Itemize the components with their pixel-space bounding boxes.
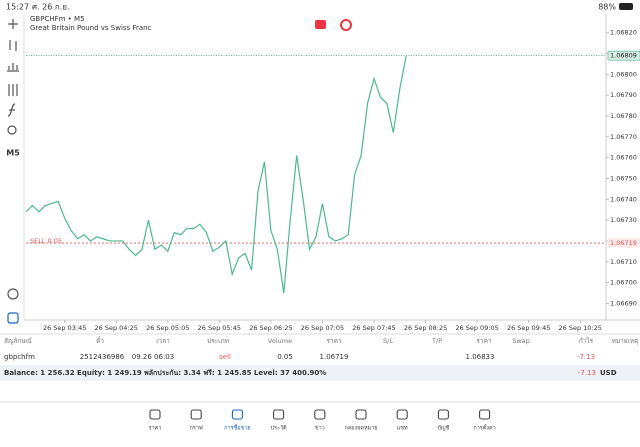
table-cell: 1.06833	[466, 353, 495, 361]
y-tick-label: 1.06820	[610, 29, 637, 37]
table-header: S/L	[383, 337, 393, 345]
nav-label[interactable]: แชท	[397, 425, 408, 432]
y-tick-label: 1.06690	[610, 299, 637, 307]
y-tick-label: 1.06700	[610, 279, 637, 287]
tool-trade[interactable]	[7, 312, 19, 324]
nav-label[interactable]: การซื้อขาย	[224, 424, 250, 432]
nav-icon[interactable]	[190, 409, 202, 420]
x-tick-label: 26 Sep 05:05	[146, 324, 189, 332]
nav-label[interactable]: กราฟ	[190, 425, 203, 432]
nav-label[interactable]: การตั้งค่า	[473, 424, 495, 432]
nav-label[interactable]: ประวัติ	[271, 425, 287, 432]
table-header: ตั๋ว	[96, 336, 104, 345]
nav-icon[interactable]	[396, 409, 408, 420]
tool-indicators[interactable]	[7, 63, 19, 72]
battery-icon	[619, 3, 633, 10]
tool-functions[interactable]	[7, 103, 16, 117]
y-tick-label: 1.06800	[610, 70, 637, 78]
table-header: ราคา	[476, 337, 491, 345]
chart-subtitle: Great Britain Pound vs Swiss Franc	[30, 24, 152, 32]
nav-icon[interactable]	[149, 409, 161, 420]
balance-currency: USD	[600, 369, 617, 377]
status-time: 15:27	[6, 3, 29, 12]
nav-icon[interactable]	[314, 409, 326, 420]
price-line	[25, 55, 407, 294]
balance-summary: Balance: 1 256.32 Equity: 1 249.19 พลักป…	[4, 369, 326, 377]
tool-history[interactable]	[7, 288, 19, 300]
table-cell: -7.13	[577, 353, 595, 361]
table-cell: sell	[219, 353, 231, 361]
y-tick-label: 1.06780	[610, 112, 637, 120]
x-tick-label: 26 Sep 05:45	[198, 324, 241, 332]
balance-profit: -7.13	[578, 369, 596, 377]
nav-icon[interactable]	[231, 409, 243, 420]
x-tick-label: 26 Sep 09:05	[455, 324, 498, 332]
table-cell: 1.06719	[320, 353, 349, 361]
x-tick-label: 26 Sep 04:25	[95, 324, 138, 332]
x-tick-label: 26 Sep 09:45	[507, 324, 550, 332]
table-cell: gbpchfm	[4, 353, 35, 361]
nav-icon[interactable]	[437, 409, 449, 420]
order-price-box	[608, 238, 640, 248]
table-header: ราคา	[326, 337, 341, 345]
table-cell: 09.26 06:03	[132, 353, 174, 361]
x-tick-label: 26 Sep 08:25	[404, 324, 447, 332]
order-label: SELL 0.05	[30, 237, 62, 245]
order-price-label: 1.06719	[610, 239, 637, 247]
bid-price-label: 1.06809	[610, 52, 637, 60]
table-header: กำไร	[579, 337, 594, 345]
y-tick-label: 1.06750	[610, 174, 637, 182]
table-header: Swap	[512, 337, 530, 345]
table-cell: 0.05	[277, 353, 293, 361]
nav-icon[interactable]	[479, 409, 491, 420]
balance-bar	[0, 365, 640, 381]
tool-candles[interactable]	[9, 40, 17, 51]
table-header: หมายเหตุ	[612, 337, 639, 345]
y-tick-label: 1.06740	[610, 195, 637, 203]
table-header: Volume	[268, 337, 292, 345]
chart-title: GBPCHFm • M5	[30, 15, 85, 23]
nav-label[interactable]: กล่องจดหมาย	[344, 426, 377, 432]
tool-settings[interactable]	[8, 84, 18, 96]
x-tick-label: 26 Sep 06:25	[249, 324, 292, 332]
nav-icon[interactable]	[273, 409, 285, 420]
bid-price-box	[607, 50, 640, 61]
flag-ch	[340, 19, 352, 31]
nav-label[interactable]: ข่าว	[315, 426, 325, 432]
flag-gb	[315, 20, 326, 29]
tool-objects[interactable]	[7, 125, 17, 135]
x-tick-label: 26 Sep 03:45	[43, 324, 86, 332]
table-header: สัญลักษณ์	[4, 337, 32, 345]
table-header: ประเภท	[207, 337, 229, 345]
left-toolbar	[7, 19, 19, 324]
y-tick-label: 1.06730	[610, 216, 637, 224]
y-tick-label: 1.06760	[610, 154, 637, 162]
table-header: T/P	[431, 337, 442, 345]
x-tick-label: 26 Sep 10:25	[559, 324, 602, 332]
y-tick-label: 1.06790	[610, 91, 637, 99]
toolbar-timeframe[interactable]: M5	[6, 149, 20, 158]
x-tick-label: 26 Sep 07:05	[301, 324, 344, 332]
y-tick-label: 1.06770	[610, 133, 637, 141]
nav-label[interactable]: บัญชี	[437, 425, 449, 432]
tool-crosshair[interactable]	[8, 19, 18, 29]
table-cell: 2512436986	[80, 353, 125, 361]
nav-icon[interactable]	[355, 409, 367, 420]
table-header: เวลา	[156, 337, 170, 345]
x-tick-label: 26 Sep 07:45	[352, 324, 395, 332]
status-date: ศ. 26 ก.ย.	[32, 3, 70, 12]
nav-label[interactable]: ราคา	[149, 426, 162, 432]
y-tick-label: 1.06710	[610, 258, 637, 266]
status-battery: 88%	[598, 3, 616, 12]
